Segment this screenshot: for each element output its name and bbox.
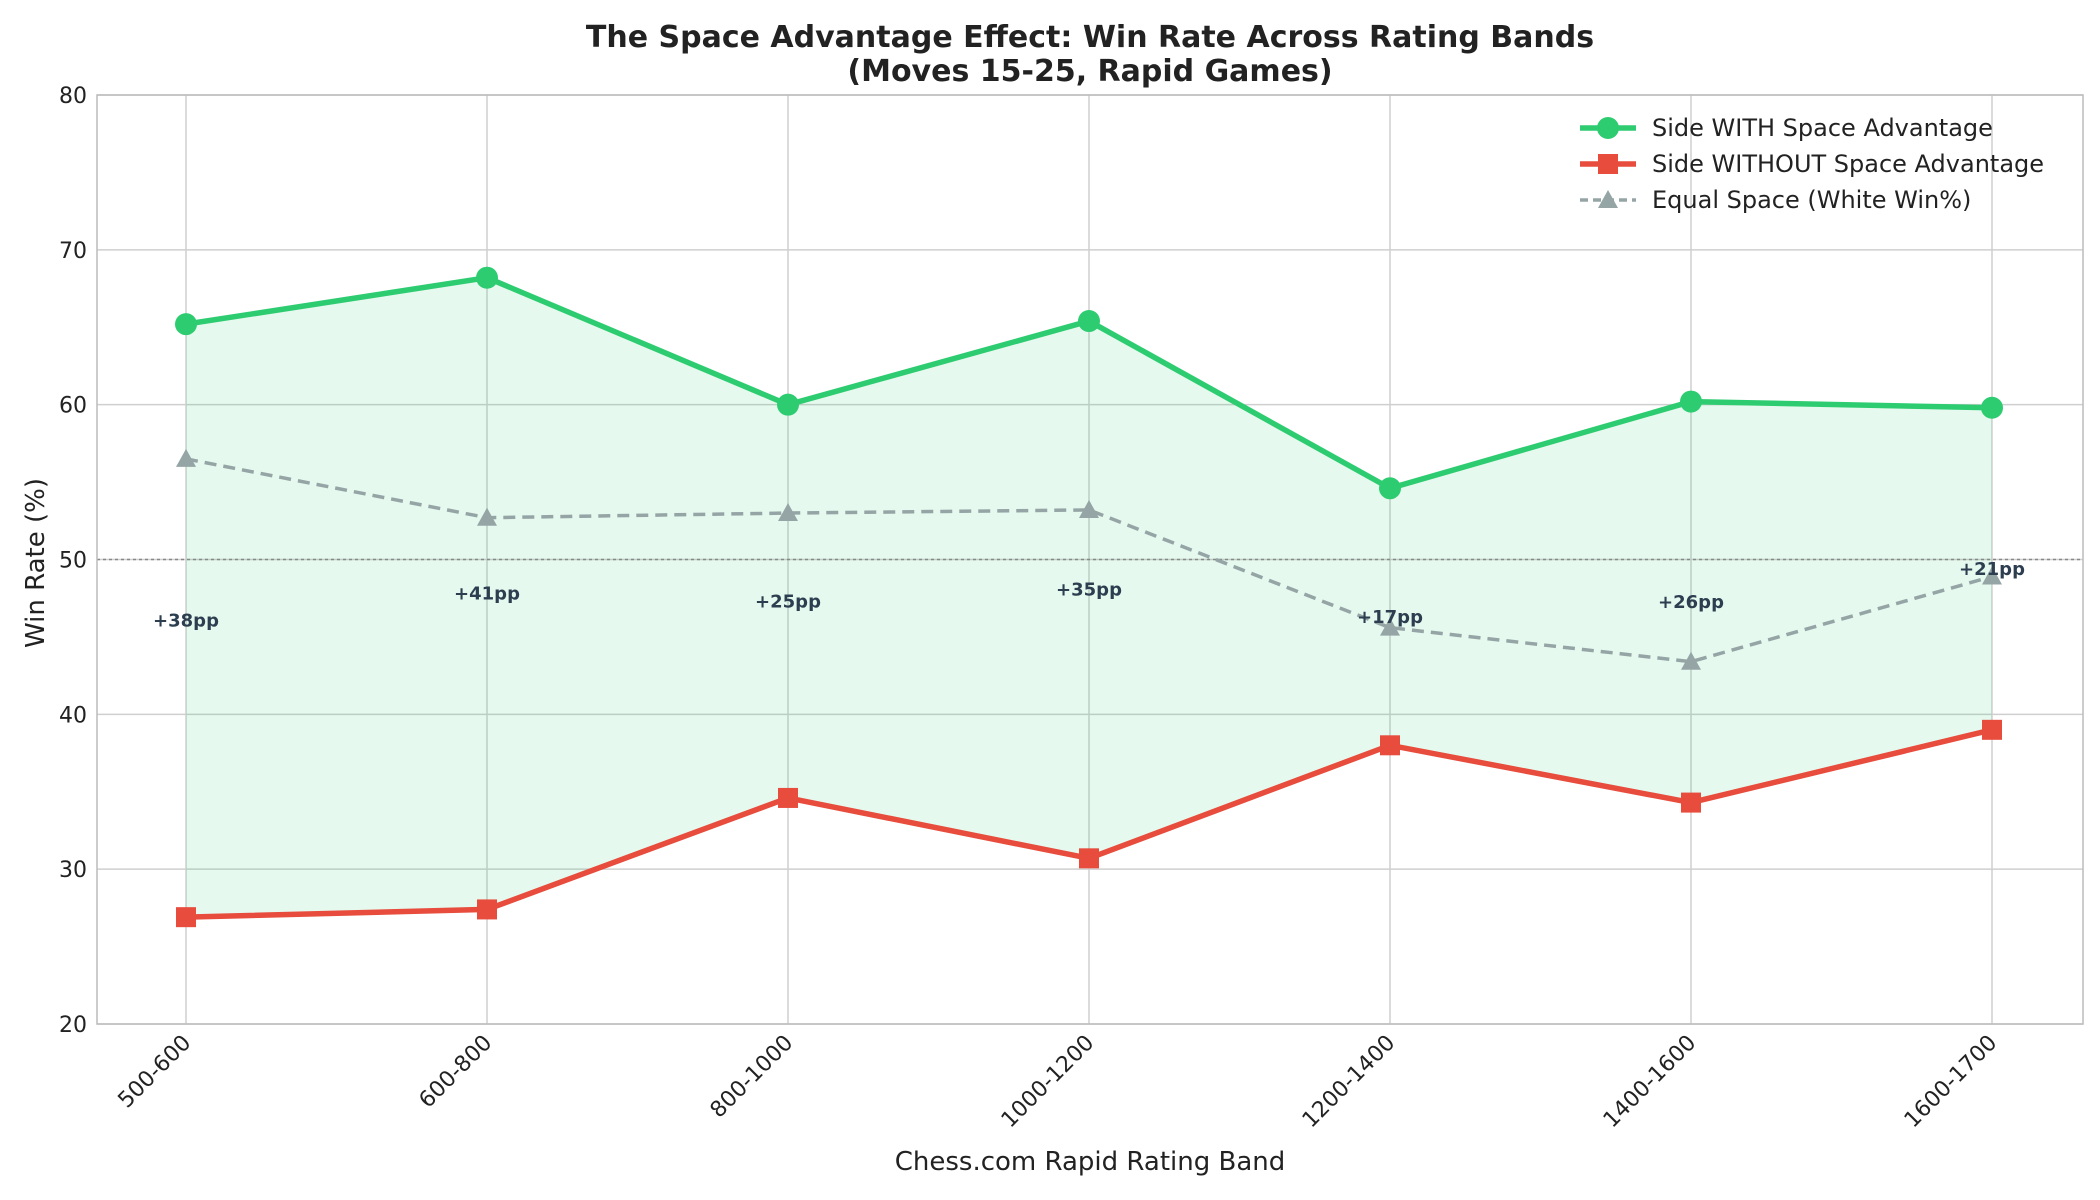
data-point-s1-6 xyxy=(1982,719,2002,740)
x-tick-label: 600-800 xyxy=(415,1031,498,1114)
x-tick-label: 1400-1600 xyxy=(1599,1031,1701,1133)
data-point-s0-6 xyxy=(1981,396,2003,419)
data-point-s0-2 xyxy=(777,393,799,416)
y-tick-label: 70 xyxy=(59,239,87,264)
data-point-s1-1 xyxy=(477,899,497,920)
legend: Side WITH Space Advantage Side WITHOUT Sp… xyxy=(1580,114,2044,214)
data-point-s2-0 xyxy=(176,448,196,467)
data-point-s1-0 xyxy=(176,907,196,928)
y-tick-label: 30 xyxy=(59,858,87,883)
y-tick-label: 60 xyxy=(59,394,87,419)
data-point-s2-4 xyxy=(1380,617,1400,636)
difference-label: +21pp xyxy=(1959,559,2025,580)
difference-label: +26pp xyxy=(1658,592,1724,613)
data-point-s2-5 xyxy=(1681,651,1701,670)
chart-subtitle: (Moves 15-25, Rapid Games) xyxy=(847,54,1332,89)
legend-label-2: Equal Space (White Win%) xyxy=(1652,186,1971,214)
data-point-s1-5 xyxy=(1681,792,1701,813)
chart-title: The Space Advantage Effect: Win Rate Acr… xyxy=(586,20,1594,55)
legend-marker-1 xyxy=(1598,154,1618,174)
legend-label-0: Side WITH Space Advantage xyxy=(1652,114,1993,142)
data-point-s0-1 xyxy=(476,266,498,289)
data-point-s0-3 xyxy=(1078,310,1100,333)
y-tick-label: 80 xyxy=(59,84,87,109)
advantage-fill-area xyxy=(186,277,1992,918)
y-tick-label: 40 xyxy=(59,703,87,728)
plot-frame xyxy=(96,94,2084,1025)
data-point-s2-6 xyxy=(1982,566,2002,585)
legend-marker-0 xyxy=(1597,117,1619,139)
x-tick-label: 800-1000 xyxy=(706,1031,799,1124)
plot-area: 20 30 40 50 60 70 80 500-600 600-800 800-1000 1000… xyxy=(59,84,2084,1133)
y-tick-label: 20 xyxy=(59,1013,87,1038)
data-point-s0-5 xyxy=(1680,390,1702,413)
difference-label: +41pp xyxy=(454,584,520,605)
data-point-s0-4 xyxy=(1379,477,1401,500)
difference-label: +38pp xyxy=(153,611,219,632)
x-tick-label: 500-600 xyxy=(114,1031,197,1114)
data-point-s2-3 xyxy=(1079,499,1099,518)
x-tick-label: 1600-1700 xyxy=(1900,1031,2002,1133)
x-tick-label: 1000-1200 xyxy=(997,1031,1099,1133)
data-point-s2-2 xyxy=(778,503,798,522)
y-tick-label: 50 xyxy=(59,549,87,574)
legend-marker-2 xyxy=(1598,190,1618,208)
legend-label-1: Side WITHOUT Space Advantage xyxy=(1652,150,2044,178)
difference-label: +35pp xyxy=(1056,580,1122,601)
difference-label: +17pp xyxy=(1357,607,1423,628)
data-point-s1-3 xyxy=(1079,848,1099,869)
x-tick-label: 1200-1400 xyxy=(1298,1031,1400,1133)
difference-label: +25pp xyxy=(755,591,821,612)
x-axis-label: Chess.com Rapid Rating Band xyxy=(895,1147,1286,1177)
data-point-s1-2 xyxy=(778,787,798,808)
data-point-s0-0 xyxy=(175,313,197,336)
y-axis-label: Win Rate (%) xyxy=(21,478,51,648)
data-point-s1-4 xyxy=(1380,735,1400,756)
data-point-s2-1 xyxy=(477,507,497,526)
